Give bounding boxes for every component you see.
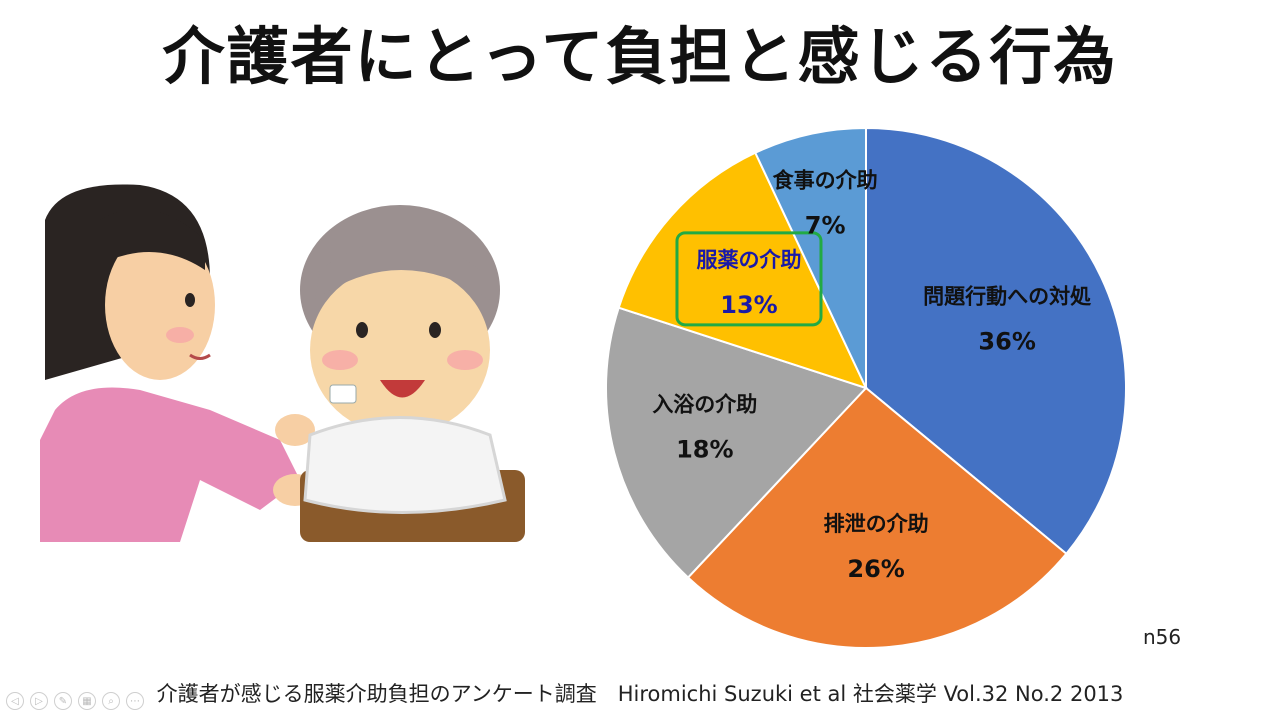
slides-icon[interactable]: ▦ <box>78 692 96 710</box>
slice-value-label: 26% <box>847 555 904 583</box>
pie-slice <box>605 306 868 579</box>
pie-slices <box>605 126 1127 649</box>
pen-icon[interactable]: ✎ <box>54 692 72 710</box>
caregiver-figure <box>40 184 317 542</box>
slice-category-label: 食事の介助 <box>773 168 878 192</box>
slice-value-label: 18% <box>676 435 733 463</box>
citation-text: 介護者が感じる服薬介助負担のアンケート調査 Hiromichi Suzuki e… <box>156 682 1124 706</box>
zoom-icon[interactable]: ⌕ <box>102 692 120 710</box>
slice-value-label: 13% <box>720 291 777 319</box>
slide-title: 介護者にとって負担と感じる行為 <box>162 20 1118 93</box>
highlights <box>675 231 823 327</box>
slice-value-label: 7% <box>805 211 846 239</box>
slice-value-label: 36% <box>978 328 1035 356</box>
pie-slice <box>865 126 1127 556</box>
pie-slice <box>617 151 868 390</box>
slice-category-label: 問題行動への対処 <box>923 285 1092 309</box>
highlight-box <box>675 231 823 327</box>
pie-slice <box>686 386 1068 649</box>
sample-size-label: n56 <box>1143 625 1182 649</box>
next-icon[interactable]: ▷ <box>30 692 48 710</box>
slice-category-label: 服薬の介助 <box>696 248 801 272</box>
pie-slice <box>753 126 867 389</box>
elderly-woman-figure <box>300 205 525 542</box>
more-icon[interactable]: ⋯ <box>126 692 144 710</box>
slice-category-label: 入浴の介助 <box>652 392 757 416</box>
prev-icon[interactable]: ◁ <box>6 692 24 710</box>
slice-category-label: 排泄の介助 <box>824 512 929 536</box>
caregiver-illustration <box>40 184 525 542</box>
presentation-toolbar: ◁ ▷ ✎ ▦ ⌕ ⋯ <box>6 692 144 710</box>
pie-chart: 問題行動への対処 36% 排泄の介助 26% 入浴の介助 18% 服薬の介助 13% 食事の介助… <box>605 126 1127 649</box>
pie-labels: 問題行動への対処 36% 排泄の介助 26% 入浴の介助 18% 服薬の介助 13% 食事の介助… <box>652 168 1092 583</box>
